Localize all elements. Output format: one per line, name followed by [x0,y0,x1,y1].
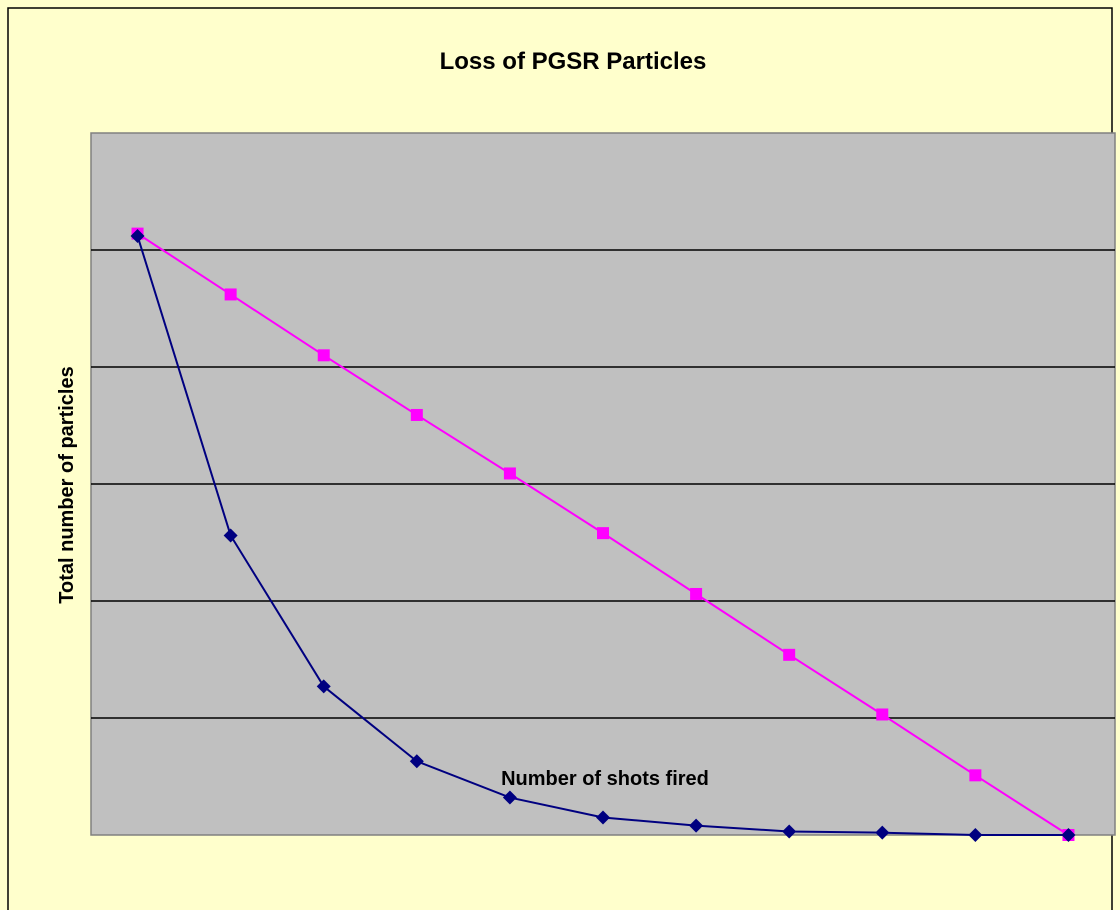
marker [875,825,890,840]
marker [968,828,983,842]
marker [223,528,238,543]
marker [409,754,424,769]
marker [503,467,516,480]
marker [876,708,889,721]
marker [596,810,610,825]
marker [1061,828,1076,842]
marker [502,790,517,805]
marker [690,587,703,600]
y-axis-label: Total number of particles [56,366,78,603]
marker [410,408,423,421]
marker [782,824,797,839]
x-axis-label: Number of shots fired [501,768,709,790]
marker [689,818,704,833]
marker [969,769,982,782]
marker [317,349,330,362]
marker [783,648,796,661]
marker [130,228,145,243]
chart-title: Loss of PGSR Particles [440,48,707,75]
marker [316,679,331,694]
marker [224,288,237,301]
marker [597,527,609,540]
